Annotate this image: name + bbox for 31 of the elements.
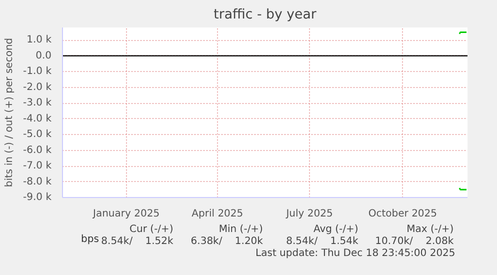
text: Max (-/+)	[406, 224, 454, 235]
chart-title: traffic - by year	[214, 8, 317, 22]
text: Last update: Thu Dec 18 23:45:00 2025	[256, 248, 456, 259]
text: 8.54k/	[286, 236, 318, 247]
x-tick-label: October 2025	[368, 208, 438, 220]
y-tick-label: 1.0 k	[26, 34, 52, 46]
x-tick-label: July 2025	[285, 208, 333, 220]
text: Avg (-/+)	[313, 224, 358, 235]
x-tick-label: January 2025	[92, 208, 160, 220]
y-tick-label: -6.0 k	[23, 144, 52, 156]
y-tick-label: -8.0 k	[23, 176, 52, 188]
y-tick-label: 0.0	[36, 50, 52, 62]
text: 1.20k	[234, 236, 264, 247]
text: bps	[81, 234, 100, 245]
y-tick-label: -1.0 k	[23, 66, 52, 78]
y-tick-label: -5.0 k	[23, 129, 52, 140]
text: 6.38k/	[190, 236, 223, 247]
text: 1.54k	[330, 236, 359, 247]
text: 8.54k/	[101, 236, 134, 247]
y-tick-label: -4.0 k	[23, 113, 52, 124]
text: Cur (-/+)	[130, 224, 174, 235]
y-tick-label: -2.0 k	[23, 82, 52, 93]
y-tick-label: -7.0 k	[23, 160, 52, 172]
x-tick-label: April 2025	[192, 208, 244, 220]
text: Min (-/+)	[218, 224, 264, 235]
y-axis-title: bits in (-) / out (+) per second	[4, 38, 16, 188]
y-tick-label: -3.0 k	[23, 98, 52, 109]
text: 2.08k	[426, 236, 454, 247]
text: 1.52k	[145, 236, 174, 247]
y-tick-label: -9.0 k	[23, 192, 52, 203]
text: 10.70k/	[375, 236, 414, 247]
